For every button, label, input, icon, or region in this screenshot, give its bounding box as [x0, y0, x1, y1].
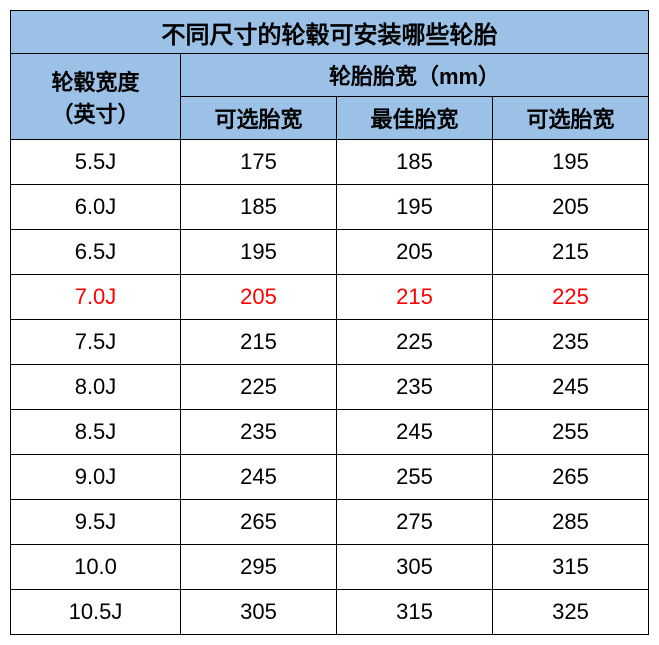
cell-opt1: 225 — [181, 365, 337, 410]
cell-wheel-width: 8.5J — [11, 410, 181, 455]
cell-opt2: 245 — [493, 365, 649, 410]
cell-wheel-width: 5.5J — [11, 140, 181, 185]
table-body: 5.5J1751851956.0J1851952056.5J1952052157… — [11, 140, 649, 635]
cell-best: 195 — [337, 185, 493, 230]
table-row: 10.0295305315 — [11, 545, 649, 590]
cell-opt1: 265 — [181, 500, 337, 545]
cell-wheel-width: 10.5J — [11, 590, 181, 635]
cell-wheel-width: 6.5J — [11, 230, 181, 275]
cell-opt1: 175 — [181, 140, 337, 185]
cell-opt2: 235 — [493, 320, 649, 365]
table-row: 7.5J215225235 — [11, 320, 649, 365]
cell-best: 225 — [337, 320, 493, 365]
table-row: 8.5J235245255 — [11, 410, 649, 455]
cell-wheel-width: 7.5J — [11, 320, 181, 365]
cell-best: 315 — [337, 590, 493, 635]
table-row: 8.0J225235245 — [11, 365, 649, 410]
cell-opt2: 195 — [493, 140, 649, 185]
cell-opt2: 205 — [493, 185, 649, 230]
cell-opt1: 185 — [181, 185, 337, 230]
sub-header-best: 最佳胎宽 — [337, 97, 493, 140]
table-title: 不同尺寸的轮毂可安装哪些轮胎 — [11, 11, 649, 54]
table-row: 9.5J265275285 — [11, 500, 649, 545]
cell-best: 215 — [337, 275, 493, 320]
cell-best: 245 — [337, 410, 493, 455]
wheel-tire-table: 不同尺寸的轮毂可安装哪些轮胎 轮毂宽度 （英寸） 轮胎胎宽（mm） 可选胎宽 最… — [10, 10, 649, 635]
cell-opt1: 235 — [181, 410, 337, 455]
table-row: 6.0J185195205 — [11, 185, 649, 230]
table-row: 7.0J205215225 — [11, 275, 649, 320]
cell-opt1: 215 — [181, 320, 337, 365]
table-row: 5.5J175185195 — [11, 140, 649, 185]
cell-wheel-width: 10.0 — [11, 545, 181, 590]
table-row: 6.5J195205215 — [11, 230, 649, 275]
cell-opt2: 285 — [493, 500, 649, 545]
cell-opt2: 315 — [493, 545, 649, 590]
sub-header-opt1: 可选胎宽 — [181, 97, 337, 140]
cell-best: 185 — [337, 140, 493, 185]
cell-best: 235 — [337, 365, 493, 410]
cell-opt2: 215 — [493, 230, 649, 275]
cell-wheel-width: 7.0J — [11, 275, 181, 320]
cell-opt2: 325 — [493, 590, 649, 635]
cell-wheel-width: 9.0J — [11, 455, 181, 500]
sub-header-opt2: 可选胎宽 — [493, 97, 649, 140]
cell-opt2: 255 — [493, 410, 649, 455]
cell-opt1: 205 — [181, 275, 337, 320]
cell-best: 255 — [337, 455, 493, 500]
cell-opt1: 295 — [181, 545, 337, 590]
group-header: 轮胎胎宽（mm） — [181, 54, 649, 97]
cell-best: 275 — [337, 500, 493, 545]
table-row: 10.5J305315325 — [11, 590, 649, 635]
cell-wheel-width: 8.0J — [11, 365, 181, 410]
cell-opt1: 245 — [181, 455, 337, 500]
cell-wheel-width: 6.0J — [11, 185, 181, 230]
row-header: 轮毂宽度 （英寸） — [11, 54, 181, 140]
cell-opt2: 225 — [493, 275, 649, 320]
cell-best: 205 — [337, 230, 493, 275]
row-header-line1: 轮毂宽度 — [51, 70, 139, 95]
cell-best: 305 — [337, 545, 493, 590]
cell-opt1: 195 — [181, 230, 337, 275]
table-row: 9.0J245255265 — [11, 455, 649, 500]
cell-opt1: 305 — [181, 590, 337, 635]
row-header-line2: （英寸） — [51, 102, 139, 127]
cell-opt2: 265 — [493, 455, 649, 500]
cell-wheel-width: 9.5J — [11, 500, 181, 545]
